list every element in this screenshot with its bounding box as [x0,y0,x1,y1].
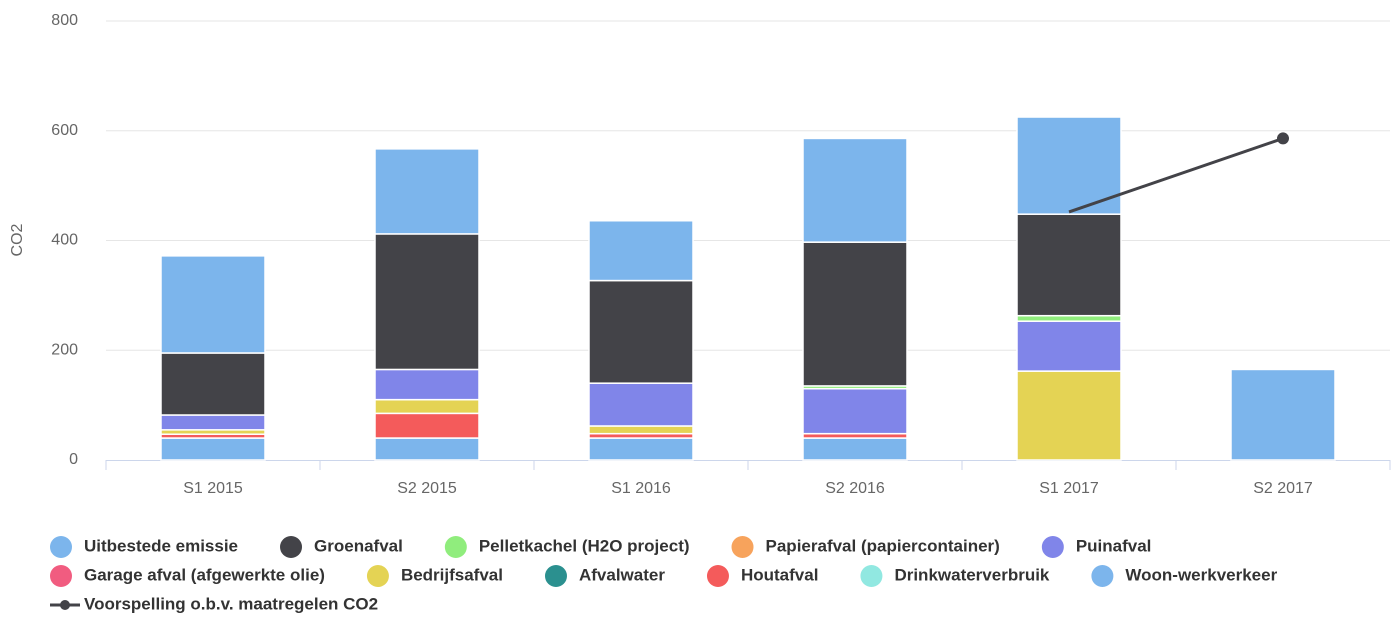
legend-label: Afvalwater [579,565,665,584]
legend-symbol [60,600,70,610]
y-tick-label: 600 [51,122,78,139]
y-tick-label: 400 [51,232,78,249]
legend-symbol [544,565,567,587]
bar-segment [160,255,266,354]
y-tick-label: 800 [51,12,78,29]
bar-segment [374,398,480,415]
legend-label: Bedrijfsafval [401,565,503,584]
x-tick-label: S2 2016 [825,480,885,497]
legend-symbol [706,565,729,587]
bar-segment [374,437,480,461]
legend-symbol [444,536,467,558]
legend-symbol [860,565,883,587]
bar-segment [802,241,908,387]
bar-segment [802,137,908,243]
bar-segment [588,219,694,282]
legend-label: Uitbestede emissie [84,536,238,555]
x-tick-label: S1 2015 [183,480,243,497]
bar-segment [374,368,480,401]
legend-symbol [731,536,754,558]
bar-segment [374,148,480,235]
legend-label: Groenafval [314,536,403,555]
bar-segment [802,387,908,435]
bar-segment [802,437,908,461]
bar-segment [160,352,266,416]
bar-segment [588,425,694,435]
legend-symbol [366,565,389,587]
y-axis-title: CO2 [9,223,26,256]
bar-segment [1016,314,1122,322]
legend-label: Drinkwaterverbruik [894,565,1049,584]
bar-segment [588,279,694,384]
forecast-point [1277,132,1289,145]
bar-segment [374,412,480,439]
legend-label: Puinafval [1076,536,1152,555]
legend-symbol [50,536,72,558]
bar-segment [1016,320,1122,372]
legend-symbol [280,536,303,558]
bar-segment [374,233,480,371]
legend-label: Houtafval [741,565,818,584]
bar-segment [160,437,266,461]
x-tick-label: S2 2015 [397,480,457,497]
bar-segment [1016,370,1122,461]
bar-segment [588,437,694,461]
legend-symbol [1041,536,1064,558]
bar-segment [1016,213,1122,317]
legend-symbol [1091,565,1114,587]
x-tick-label: S1 2016 [611,480,671,497]
legend-label: Woon-werkverkeer [1125,565,1277,584]
bar-segment [1016,116,1122,215]
y-tick-label: 200 [51,341,78,358]
legend-label: Papierafval (papiercontainer) [766,536,1000,555]
bar-segment [160,414,266,431]
x-tick-label: S2 2017 [1253,480,1313,497]
x-tick-label: S1 2017 [1039,480,1099,497]
forecast-line [1068,137,1284,214]
bar-segment [588,382,694,427]
bar-segment [1230,368,1336,461]
legend-label: Voorspelling o.b.v. maatregelen CO2 [84,594,378,613]
legend-label: Garage afval (afgewerkte olie) [84,565,325,584]
legend-label: Pelletkachel (H2O project) [479,536,690,555]
y-tick-label: 0 [69,451,78,468]
legend-symbol [50,565,72,587]
